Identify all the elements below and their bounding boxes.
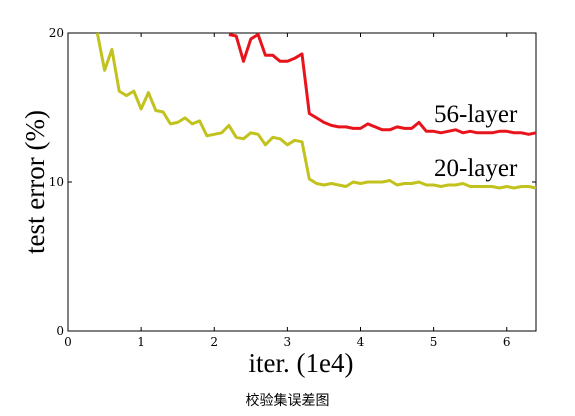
x-axis-label: iter. (1e4) [249, 348, 354, 378]
x-tick-label: 0 [64, 335, 72, 349]
x-tick-label: 6 [503, 335, 511, 349]
series-line-20-layer [95, 32, 537, 190]
series-line-56-layer [228, 33, 537, 136]
series-label-20-layer: 20-layer [434, 155, 518, 182]
series-labels: 56-layer 20-layer [434, 101, 518, 182]
x-tick-label: 5 [430, 335, 438, 349]
x-tick-label: 1 [137, 335, 145, 349]
series-label-56-layer: 56-layer [434, 101, 518, 128]
plot-area [67, 32, 537, 332]
y-tick-label: 20 [49, 26, 64, 40]
series-lines [95, 32, 537, 190]
x-tick-label: 2 [210, 335, 218, 349]
test-error-chart: 0 1 2 3 4 5 6 0 10 20 56-layer 20-layer iter. (1e… [20, 26, 537, 378]
figure-caption: 校验集误差图 [245, 393, 330, 409]
y-axis-label: test error (%) [20, 110, 50, 254]
plot-border [67, 32, 537, 332]
y-tick-label: 10 [49, 175, 64, 189]
x-tick-label: 4 [357, 335, 365, 349]
y-axis-ticks: 0 10 20 [49, 26, 536, 338]
y-tick-label: 0 [56, 324, 64, 338]
x-axis-ticks: 0 1 2 3 4 5 6 [64, 33, 511, 349]
x-tick-label: 3 [284, 335, 292, 349]
